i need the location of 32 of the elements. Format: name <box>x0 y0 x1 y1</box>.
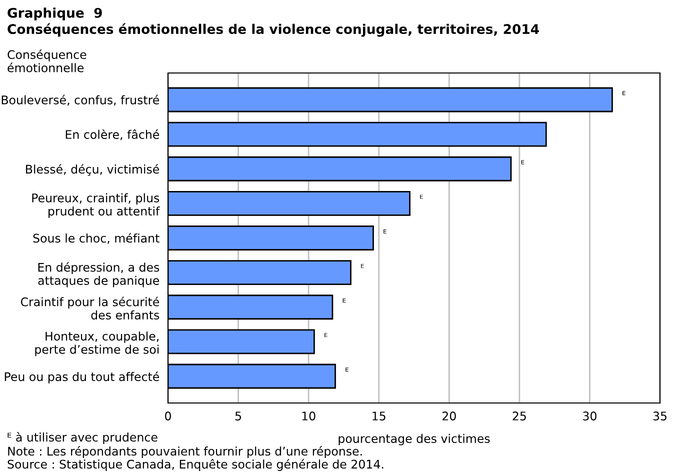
source-note: Source : Statistique Canada, Enquête sociale générale de 2014. <box>8 459 384 471</box>
y-tick-label: Bouleversé, confus, frustré <box>2 94 160 106</box>
y-tick-label: Blessé, déçu, victimisé <box>26 164 160 176</box>
chart-subtitle: Conséquences émotionnelles de la violence conjugale, territoires, 2014 <box>8 23 539 37</box>
text: Note : Les répondants pouvaient fournir plus d’une réponse. <box>8 446 362 458</box>
x-tick-label: 15 <box>372 412 386 420</box>
y-axis-title: Conséquence émotionnelle <box>8 49 86 72</box>
data-label: ᴱ <box>361 264 364 268</box>
data-label: ᴱ <box>342 298 346 302</box>
y-tick-label: Sous le choc, méfiant <box>33 233 160 244</box>
data-label: ᴱ <box>521 160 524 164</box>
x-tick-label: 20 <box>442 412 456 420</box>
text: ᴱ à utiliser avec prudence <box>8 432 158 444</box>
x-tick-label: 0 <box>165 412 171 420</box>
data-label: ᴱ <box>420 194 423 199</box>
text: Graphique 9 <box>8 8 102 20</box>
x-tick-label: 10 <box>302 412 316 420</box>
x-tick-label: 35 <box>653 412 666 420</box>
x-tick-label: 25 <box>512 412 526 420</box>
y-tick-label: En dépression, a des attaques de panique <box>38 262 160 288</box>
data-label: ᴱ <box>346 368 348 372</box>
data-label: ᴱ <box>324 333 328 338</box>
data-label: ᴱ <box>622 91 626 96</box>
y-tick-label: Peureux, craintif, plus prudent ou attentif <box>32 193 160 218</box>
y-tick-label: En colère, fâché <box>66 129 160 140</box>
x-tick-label: 30 <box>583 412 596 420</box>
x-tick-label: 5 <box>235 412 242 420</box>
data-label: ᴱ <box>384 229 386 234</box>
y-tick-label: Craintif pour la sécurité des enfants <box>20 296 160 320</box>
x-axis-title: pourcentage des victimes <box>338 434 490 446</box>
y-tick-label: Peu ou pas du tout affecté <box>4 372 160 384</box>
y-tick-label: Honteux, coupable, perte d’estime de soi <box>35 331 159 356</box>
